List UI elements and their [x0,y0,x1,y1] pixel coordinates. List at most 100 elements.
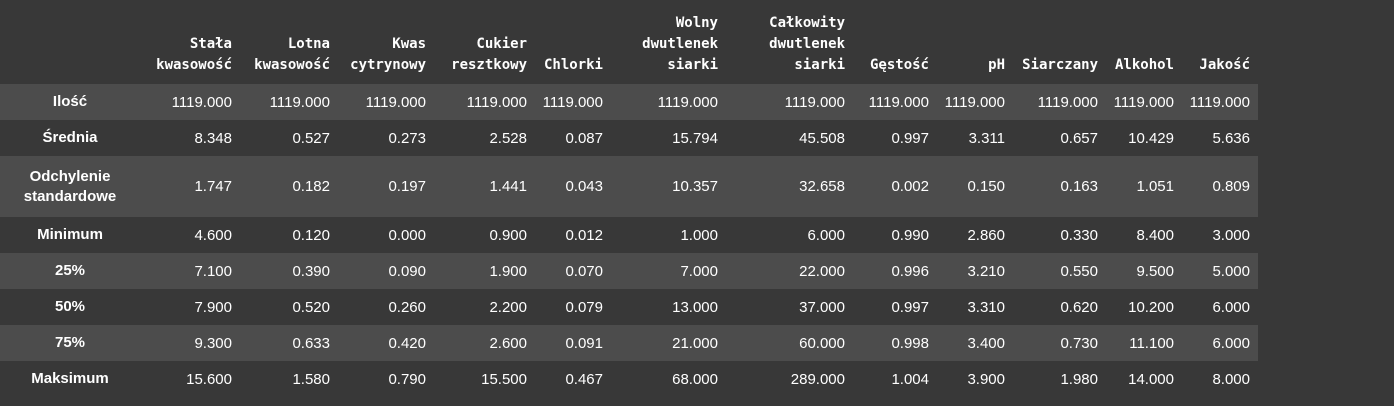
table-cell: 0.079 [535,289,611,325]
table-cell: 1.900 [434,253,535,289]
table-cell: 9.500 [1106,253,1182,289]
table-cell: 0.467 [535,361,611,397]
statistics-table: Stała kwasowość Lotna kwasowość Kwas cyt… [0,0,1258,397]
table-cell: 6.000 [726,217,853,253]
table-cell: 0.150 [937,156,1013,217]
table-cell: 3.311 [937,120,1013,156]
table-cell: 0.273 [338,120,434,156]
table-cell: 15.600 [140,361,240,397]
table-cell: 32.658 [726,156,853,217]
table-cell: 0.620 [1013,289,1106,325]
table-cell: 0.000 [338,217,434,253]
table-cell: 5.000 [1182,253,1258,289]
table-cell: 0.420 [338,325,434,361]
header-row: Stała kwasowość Lotna kwasowość Kwas cyt… [0,0,1258,84]
table-row: Minimum 4.600 0.120 0.000 0.900 0.012 1.000 6.0… [0,217,1258,253]
table-cell: 22.000 [726,253,853,289]
column-header: Wolny dwutlenek siarki [611,0,726,84]
table-cell: 0.997 [853,120,937,156]
row-header: Ilość [0,84,140,120]
table-body: Ilość 1119.000 1119.000 1119.000 1119.000 111… [0,84,1258,397]
column-header: Kwas cytrynowy [338,0,434,84]
table-row: 25% 7.100 0.390 0.090 1.900 0.070 7.000 22.000 0… [0,253,1258,289]
table-cell: 4.600 [140,217,240,253]
table-row: Ilość 1119.000 1119.000 1119.000 1119.000 111… [0,84,1258,120]
table-cell: 3.210 [937,253,1013,289]
table-cell: 7.900 [140,289,240,325]
table-cell: 0.087 [535,120,611,156]
table-cell: 9.300 [140,325,240,361]
table-cell: 0.998 [853,325,937,361]
table-cell: 37.000 [726,289,853,325]
table-row: Średnia 8.348 0.527 0.273 2.528 0.087 15.794 45… [0,120,1258,156]
table-cell: 2.200 [434,289,535,325]
table-cell: 0.657 [1013,120,1106,156]
table-cell: 11.100 [1106,325,1182,361]
table-cell: 289.000 [726,361,853,397]
table-cell: 1.747 [140,156,240,217]
table-cell: 0.990 [853,217,937,253]
table-cell: 1119.000 [338,84,434,120]
table-cell: 1.000 [611,217,726,253]
row-header: 25% [0,253,140,289]
table-cell: 1119.000 [434,84,535,120]
table-cell: 1119.000 [240,84,338,120]
table-cell: 1.051 [1106,156,1182,217]
table-cell: 6.000 [1182,289,1258,325]
table-cell: 0.900 [434,217,535,253]
table-cell: 0.330 [1013,217,1106,253]
table-cell: 15.500 [434,361,535,397]
table-cell: 2.528 [434,120,535,156]
column-header: Chlorki [535,0,611,84]
table-cell: 5.636 [1182,120,1258,156]
column-header: Całkowity dwutlenek siarki [726,0,853,84]
table-cell: 1119.000 [937,84,1013,120]
table-cell: 0.182 [240,156,338,217]
row-header: 75% [0,325,140,361]
table-cell: 0.163 [1013,156,1106,217]
table-cell: 0.550 [1013,253,1106,289]
table-cell: 15.794 [611,120,726,156]
table-cell: 8.348 [140,120,240,156]
table-cell: 68.000 [611,361,726,397]
table-cell: 7.000 [611,253,726,289]
table-cell: 0.997 [853,289,937,325]
table-cell: 0.002 [853,156,937,217]
table-row: Maksimum 15.600 1.580 0.790 15.500 0.467 68.00… [0,361,1258,397]
table-cell: 10.357 [611,156,726,217]
table-cell: 1119.000 [1182,84,1258,120]
table-cell: 1119.000 [1013,84,1106,120]
column-header: Cukier resztkowy [434,0,535,84]
column-header: Gęstość [853,0,937,84]
table-cell: 0.091 [535,325,611,361]
table-cell: 3.310 [937,289,1013,325]
table-cell: 1.004 [853,361,937,397]
column-header: pH [937,0,1013,84]
corner-cell [0,0,140,84]
table-cell: 1.441 [434,156,535,217]
table-cell: 0.996 [853,253,937,289]
table-cell: 0.527 [240,120,338,156]
table-cell: 0.390 [240,253,338,289]
table-cell: 1119.000 [611,84,726,120]
table-cell: 1119.000 [535,84,611,120]
table-cell: 1119.000 [726,84,853,120]
table-cell: 1119.000 [1106,84,1182,120]
table-cell: 2.860 [937,217,1013,253]
row-header: Średnia [0,120,140,156]
row-header: Maksimum [0,361,140,397]
table-cell: 0.012 [535,217,611,253]
table-cell: 0.120 [240,217,338,253]
table-cell: 3.000 [1182,217,1258,253]
table-cell: 0.520 [240,289,338,325]
table-cell: 1119.000 [853,84,937,120]
table-cell: 21.000 [611,325,726,361]
column-header: Stała kwasowość [140,0,240,84]
table-cell: 0.090 [338,253,434,289]
table-cell: 14.000 [1106,361,1182,397]
row-header: Odchylenie standardowe [0,156,140,217]
table-cell: 1.580 [240,361,338,397]
table-cell: 0.070 [535,253,611,289]
column-header: Siarczany [1013,0,1106,84]
table-row: 75% 9.300 0.633 0.420 2.600 0.091 21.000 60.000… [0,325,1258,361]
